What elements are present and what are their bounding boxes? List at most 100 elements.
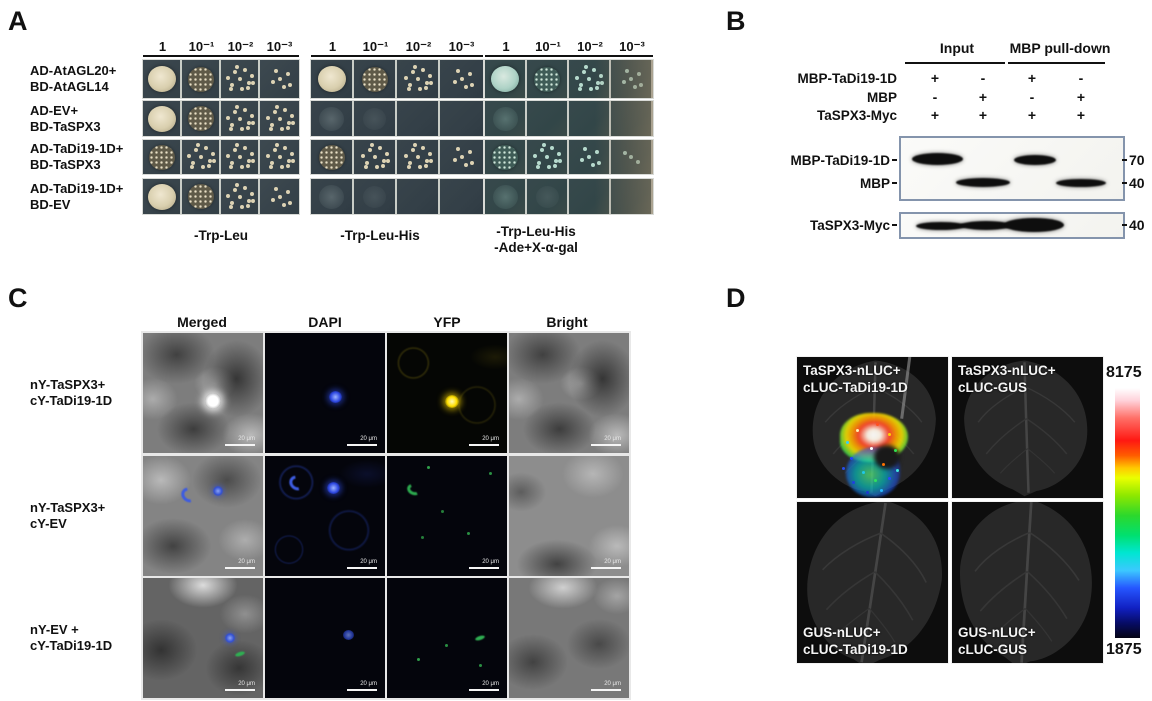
micrograph-dapi: 20 μm [265, 578, 385, 698]
media-label-line: -Ade+X-α-gal [494, 240, 578, 255]
yeast-colony-scattered [237, 77, 242, 81]
quadrant-label-line1: GUS-nLUC+ [958, 625, 1036, 640]
bifc-row-label-line: cY-TaDi19-1D [30, 393, 113, 408]
media-label: -Trp-Leu-His -Ade+X-α-gal [494, 224, 578, 256]
yeast-spot-cell [143, 101, 182, 136]
yeast-spot-cell [527, 60, 569, 98]
mw-tick [1122, 224, 1127, 226]
bifc-row-label: nY-EV + cY-TaDi19-1D [30, 578, 140, 698]
yeast-colony-scattered [277, 116, 282, 121]
scale-bar [469, 689, 499, 691]
yeast-colony-speckled [187, 184, 214, 209]
yeast-colony-faint [319, 184, 344, 209]
plus-minus-mark: + [978, 107, 988, 123]
yeast-spot-cell [143, 140, 182, 174]
micrograph-yfp: 20 μm [387, 456, 507, 576]
media-label-line: -Trp-Leu [194, 228, 248, 243]
plate-strip [311, 179, 483, 214]
media-label: -Trp-Leu-His [340, 228, 420, 244]
yeast-colony-solid [147, 105, 176, 132]
yeast-spot-cell [397, 179, 440, 214]
yeast-spot-cell [569, 60, 611, 98]
yeast-colony-scattered [237, 194, 242, 199]
yeast-spot-cell [527, 140, 569, 174]
yeast-spot-cell [182, 140, 221, 174]
scale-bar-label: 20 μm [360, 681, 377, 687]
scale-bar [225, 567, 255, 569]
fluorescence-bdot [329, 391, 342, 403]
yeast-spot-cell [611, 140, 653, 174]
quadrant-label: GUS-nLUC+ cLUC-TaDi19-1D [803, 624, 908, 658]
yeast-colony-sparse [277, 194, 282, 199]
construct-label: MBP [867, 90, 897, 105]
construct-label: MBP-TaDi19-1D [797, 71, 897, 86]
plate-strip [485, 179, 653, 214]
yeast-colony-faint [492, 106, 518, 131]
luminescence-colorbar [1115, 388, 1140, 638]
scale-bar-label: 20 μm [482, 681, 499, 687]
scale-bar-label: 20 μm [604, 436, 621, 442]
col-header-dapi: DAPI [308, 314, 342, 330]
dilution-label: 10⁻³ [448, 39, 475, 54]
yeast-colony-few-dots [629, 155, 633, 159]
fluorescence-bdot-sm [225, 633, 235, 643]
micrograph-yfp: 20 μm [387, 578, 507, 698]
fluorescence-bcres [286, 472, 308, 494]
fluorescence-ydot [445, 395, 459, 408]
scale-bar [469, 567, 499, 569]
yeast-colony-speckled [187, 106, 214, 131]
luminescence-speckles [870, 447, 873, 450]
blot-band [960, 221, 1012, 230]
yeast-spot-cell [221, 179, 260, 214]
luciferase-quadrant: GUS-nLUC+ cLUC-GUS [952, 502, 1103, 663]
luminescence-notch [874, 444, 900, 469]
blot-row-label-taspx3-myc: TaSPX3-Myc [809, 218, 890, 233]
yeast-colony-solid [491, 66, 519, 92]
quadrant-label-line2: cLUC-GUS [958, 642, 1028, 657]
yeast-spot-cell [569, 101, 611, 136]
leaf-image [797, 502, 948, 663]
scale-bar-label: 20 μm [360, 559, 377, 565]
mw-label-40: 40 [1129, 175, 1145, 191]
yeast-spot-cell [354, 101, 397, 136]
plate-strip [311, 140, 483, 174]
yeast-spot-cell [354, 140, 397, 174]
micrograph-bright: 20 μm [509, 456, 629, 576]
yeast-colony-scattered [198, 155, 203, 159]
yeast-colony-very-faint [535, 185, 559, 208]
panel-c-label: C [8, 283, 28, 313]
blot-tick [892, 159, 897, 161]
yeast-spot-cell [440, 179, 483, 214]
scale-bar [591, 444, 621, 446]
quadrant-label-line2: cLUC-GUS [958, 380, 1028, 395]
blot-tick [892, 224, 897, 226]
yeast-colony-speckled [318, 144, 345, 170]
plus-minus-mark: + [1076, 89, 1086, 105]
yeast-colony-speckled [361, 66, 388, 92]
y2h-row-label-line: BD-EV [30, 196, 71, 212]
y2h-row-label-line: BD-AtAGL14 [30, 79, 109, 94]
fluorescence-bdot-sm [213, 486, 223, 496]
yeast-spot-cell [569, 140, 611, 174]
scale-bar-label: 20 μm [482, 559, 499, 565]
plate-strip [143, 179, 299, 214]
plate-strip [311, 101, 483, 136]
fluorescence-bcres [178, 484, 200, 506]
bifc-row-label: nY-TaSPX3+ cY-EV [30, 456, 140, 576]
luciferase-quadrant: TaSPX3-nLUC+ cLUC-TaDi19-1D [797, 357, 948, 498]
yeast-colony-scattered [237, 116, 242, 121]
blot-band [912, 153, 963, 165]
yeast-spot-cell [611, 179, 653, 214]
quadrant-label-line1: GUS-nLUC+ [803, 625, 881, 640]
plate-strip [485, 101, 653, 136]
plus-minus-mark: - [980, 70, 986, 86]
media-label-line: -Trp-Leu-His [496, 224, 576, 239]
y2h-row-label-line: AD-TaDi19-1D+ [30, 180, 124, 196]
panel-a-label: A [8, 6, 28, 36]
media-label: -Trp-Leu [194, 228, 248, 244]
bifc-row-label-line: cY-TaDi19-1D [30, 638, 113, 653]
mw-label-40b: 40 [1129, 217, 1145, 233]
yeast-colony-speckled [148, 144, 175, 170]
yeast-colony-scattered [545, 155, 549, 159]
